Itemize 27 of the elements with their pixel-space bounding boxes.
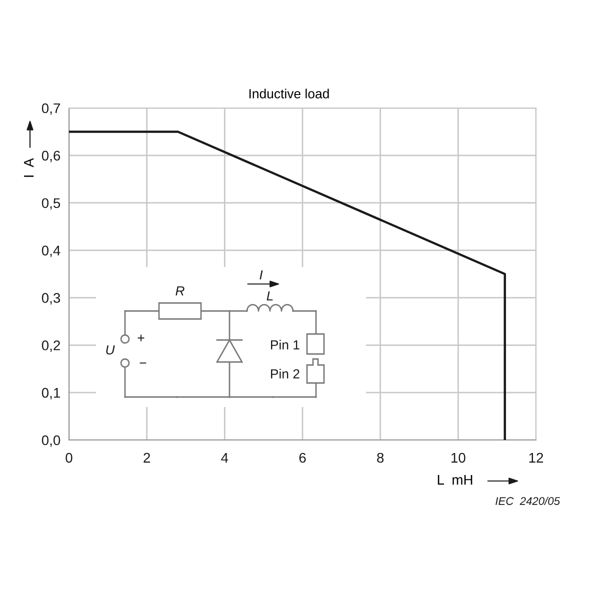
y-axis-title: I A	[24, 158, 34, 177]
annotation: −	[140, 362, 146, 364]
x-axis-title: L mH	[438, 475, 472, 485]
annotation: Pin 2	[271, 368, 300, 378]
y-tick-label: 0,7	[42, 103, 60, 115]
annotation: Pin 1	[271, 340, 300, 350]
x-tick-label: 4	[221, 453, 228, 463]
y-tick-label: 0,0	[42, 435, 60, 447]
x-tick-label: 2	[144, 452, 150, 463]
chart-title: Inductive load	[249, 88, 329, 98]
x-tick-label: 8	[377, 452, 384, 463]
annotation: I	[260, 270, 263, 280]
x-tick-label: 6	[299, 452, 306, 463]
annotation: U	[106, 345, 115, 355]
y-tick-label: 0,2	[42, 340, 60, 352]
annotation: +	[138, 334, 144, 342]
y-tick-label: 0,1	[42, 388, 60, 400]
annotation: R	[176, 286, 184, 296]
y-tick-label: 0,4	[42, 246, 60, 258]
annotation: L	[266, 291, 273, 300]
y-tick-label: 0,5	[42, 198, 60, 210]
x-tick-label: 0	[66, 452, 72, 463]
x-tick-label: 12	[529, 452, 544, 463]
y-tick-label: 0,3	[42, 293, 60, 305]
y-tick-label: 0,6	[42, 150, 60, 162]
text: IEC 2420/05	[496, 496, 560, 505]
x-tick-label: 10	[452, 452, 466, 463]
